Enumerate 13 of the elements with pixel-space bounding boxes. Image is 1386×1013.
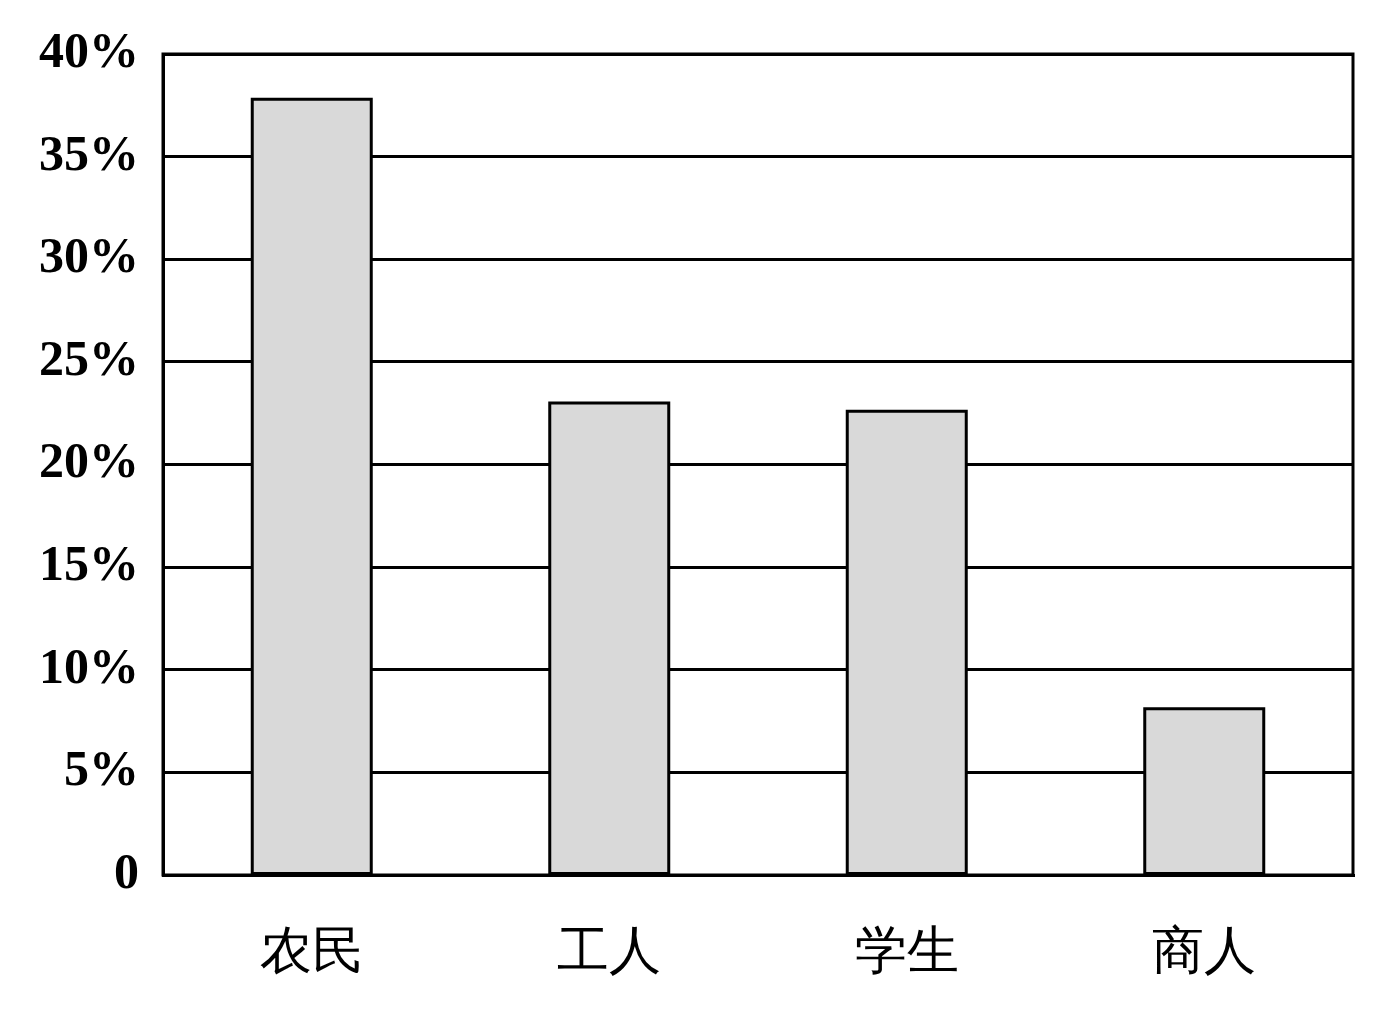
y-tick-label: 5% xyxy=(64,740,139,797)
y-tick-label: 0 xyxy=(114,842,139,899)
y-tick-label: 40% xyxy=(39,21,139,78)
y-tick-label: 15% xyxy=(39,535,139,592)
y-tick-label: 20% xyxy=(39,432,139,489)
x-tick-label: 农民 xyxy=(259,921,364,979)
y-tick-label: 35% xyxy=(39,124,139,181)
y-tick-label: 10% xyxy=(39,637,139,694)
y-tick-label: 25% xyxy=(39,329,139,386)
x-tick-label: 工人 xyxy=(557,921,662,979)
x-tick-label: 商人 xyxy=(1152,921,1257,979)
y-tick-label: 30% xyxy=(39,227,139,284)
x-tick-label: 学生 xyxy=(854,921,959,979)
